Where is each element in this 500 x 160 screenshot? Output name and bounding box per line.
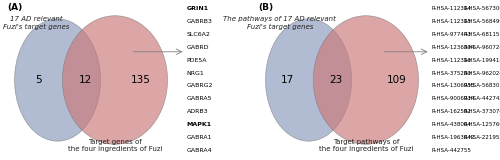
Text: Target genes of
the four ingredients of Fuzi: Target genes of the four ingredients of … xyxy=(68,139,162,152)
Text: GABRB3: GABRB3 xyxy=(186,19,212,24)
Text: SLC6A2: SLC6A2 xyxy=(186,32,210,37)
Text: R-HSA-199418: R-HSA-199418 xyxy=(464,58,500,63)
Text: R-HSA-2219530: R-HSA-2219530 xyxy=(464,135,500,140)
Text: 17: 17 xyxy=(280,75,293,85)
Text: (A): (A) xyxy=(8,3,22,12)
Text: R-HSA-9607240: R-HSA-9607240 xyxy=(464,45,500,50)
Ellipse shape xyxy=(314,16,418,144)
Text: R-HSA-1963642: R-HSA-1963642 xyxy=(432,135,475,140)
Text: R-HSA-373076: R-HSA-373076 xyxy=(464,109,500,114)
Text: R-HSA-112316: R-HSA-112316 xyxy=(432,58,472,63)
Text: R-HSA-5683057: R-HSA-5683057 xyxy=(464,84,500,88)
Text: GABRA1: GABRA1 xyxy=(186,135,212,140)
Text: R-HSA-5684996: R-HSA-5684996 xyxy=(464,19,500,24)
Text: R-HSA-112315: R-HSA-112315 xyxy=(432,19,472,24)
Ellipse shape xyxy=(62,16,168,144)
Text: R-HSA-9006934: R-HSA-9006934 xyxy=(432,96,475,101)
Text: R-HSA-442742: R-HSA-442742 xyxy=(464,96,500,101)
Text: R-HSA-112314: R-HSA-112314 xyxy=(432,6,472,11)
Text: R-HSA-6811558: R-HSA-6811558 xyxy=(464,32,500,37)
Text: R-HSA-1306955: R-HSA-1306955 xyxy=(432,84,475,88)
Text: GRIN1: GRIN1 xyxy=(186,6,209,11)
Text: The pathways of 17 AD relevant
Fuzi's target genes: The pathways of 17 AD relevant Fuzi's ta… xyxy=(224,16,336,30)
Text: 109: 109 xyxy=(387,75,407,85)
Ellipse shape xyxy=(14,19,100,141)
Text: 17 AD relevant
Fuzi's target genes: 17 AD relevant Fuzi's target genes xyxy=(3,16,70,30)
Text: GABRG2: GABRG2 xyxy=(186,84,213,88)
Text: 5: 5 xyxy=(35,75,42,85)
Text: GABRA5: GABRA5 xyxy=(186,96,212,101)
Text: 135: 135 xyxy=(132,75,151,85)
Ellipse shape xyxy=(266,19,352,141)
Text: R-HSA-5673001: R-HSA-5673001 xyxy=(464,6,500,11)
Text: R-HSA-1257604: R-HSA-1257604 xyxy=(464,122,500,127)
Text: GABRD: GABRD xyxy=(186,45,209,50)
Text: NRG1: NRG1 xyxy=(186,71,204,76)
Text: R-HSA-9620244: R-HSA-9620244 xyxy=(464,71,500,76)
Text: R-HSA-438064: R-HSA-438064 xyxy=(432,122,472,127)
Text: 23: 23 xyxy=(330,75,342,85)
Text: ADRB3: ADRB3 xyxy=(186,109,208,114)
Text: R-HSA-442755: R-HSA-442755 xyxy=(432,148,472,153)
Text: Target pathways of
the four ingredients of Fuzi: Target pathways of the four ingredients … xyxy=(318,139,413,152)
Text: (B): (B) xyxy=(258,3,274,12)
Text: GABRA4: GABRA4 xyxy=(186,148,212,153)
Text: R-HSA-375280: R-HSA-375280 xyxy=(432,71,472,76)
Text: PDE5A: PDE5A xyxy=(186,58,207,63)
Text: R-HSA-1236394: R-HSA-1236394 xyxy=(432,45,475,50)
Text: R-HSA-162582: R-HSA-162582 xyxy=(432,109,472,114)
Text: R-HSA-977443: R-HSA-977443 xyxy=(432,32,472,37)
Text: 12: 12 xyxy=(78,75,92,85)
Text: MAPK1: MAPK1 xyxy=(186,122,212,127)
